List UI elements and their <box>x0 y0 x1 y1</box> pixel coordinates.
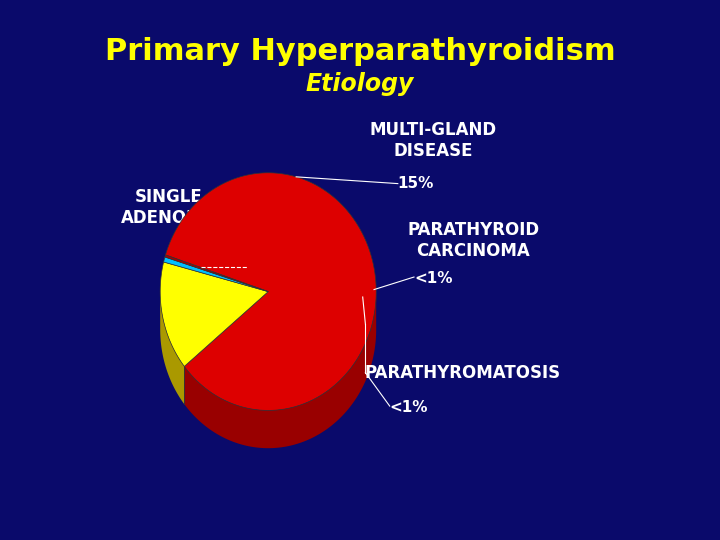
Point <box>410 274 418 280</box>
Polygon shape <box>161 262 269 367</box>
Point <box>361 369 370 376</box>
Text: Etiology: Etiology <box>306 72 414 96</box>
Point <box>359 294 367 300</box>
Point <box>361 321 370 327</box>
Point <box>385 403 394 409</box>
Point <box>361 369 370 376</box>
Text: PARATHYROID
CARCINOMA: PARATHYROID CARCINOMA <box>408 221 539 260</box>
Line: 2 pts: 2 pts <box>365 373 390 406</box>
Line: 2 pts: 2 pts <box>363 297 365 324</box>
Polygon shape <box>163 257 269 292</box>
Text: <1%: <1% <box>414 271 452 286</box>
Point <box>393 180 402 187</box>
Text: Primary Hyperparathyroidism: Primary Hyperparathyroidism <box>104 37 616 66</box>
Text: <1%: <1% <box>390 400 428 415</box>
Text: SINGLE
ADENOMA: SINGLE ADENOMA <box>120 188 216 227</box>
Point <box>197 264 205 271</box>
Text: PARATHYROMATOSIS: PARATHYROMATOSIS <box>364 363 561 382</box>
Text: 85%: 85% <box>179 260 215 275</box>
Line: 2 pts: 2 pts <box>374 277 414 289</box>
Point <box>361 321 370 327</box>
Text: MULTI-GLAND
DISEASE: MULTI-GLAND DISEASE <box>369 121 497 160</box>
Text: 15%: 15% <box>397 176 434 191</box>
Line: 2 pts: 2 pts <box>296 177 397 184</box>
Polygon shape <box>166 173 376 410</box>
Polygon shape <box>161 292 184 404</box>
Point <box>292 173 300 180</box>
Point <box>369 286 378 293</box>
Polygon shape <box>165 255 269 292</box>
Point <box>242 264 251 271</box>
Polygon shape <box>184 293 376 448</box>
